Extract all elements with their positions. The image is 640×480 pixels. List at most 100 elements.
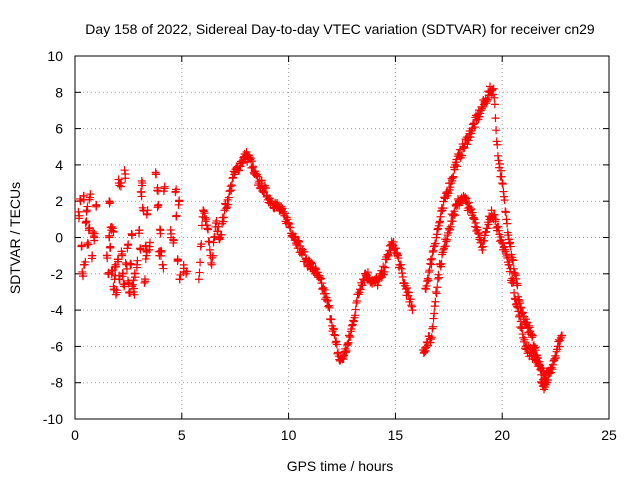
data-point xyxy=(509,256,518,265)
data-point xyxy=(462,194,471,203)
y-tick-label: 10 xyxy=(47,48,63,64)
data-point xyxy=(498,179,507,188)
axis-ticks: 0 5 10 15 20 25 -10 -8 -6 -4 -2 0 2 4 6 8 10 xyxy=(43,48,617,443)
data-point xyxy=(528,331,537,340)
data-point xyxy=(378,269,387,278)
data-point xyxy=(514,312,523,321)
data-point xyxy=(179,260,188,269)
data-point xyxy=(489,84,498,93)
data-point xyxy=(523,318,532,327)
data-point xyxy=(120,280,129,289)
data-point xyxy=(332,340,341,349)
data-point xyxy=(324,302,333,311)
data-point xyxy=(172,211,181,220)
data-point xyxy=(85,195,94,204)
data-point xyxy=(207,260,216,269)
data-point xyxy=(127,230,136,239)
data-point xyxy=(478,104,487,113)
data-point xyxy=(435,273,444,282)
data-point xyxy=(118,269,127,278)
data-point xyxy=(85,223,94,232)
data-point xyxy=(169,235,178,244)
data-point xyxy=(432,289,441,298)
data-point xyxy=(210,232,219,241)
data-point xyxy=(470,123,479,132)
data-point xyxy=(436,212,445,221)
data-point xyxy=(354,290,363,299)
data-point xyxy=(427,333,436,342)
data-point xyxy=(380,267,389,276)
x-tick-label: 0 xyxy=(71,427,79,443)
data-point xyxy=(429,246,438,255)
data-point xyxy=(226,186,235,195)
data-point xyxy=(518,322,527,331)
data-point xyxy=(491,114,500,123)
data-point xyxy=(425,266,434,275)
data-point xyxy=(505,260,514,269)
data-point xyxy=(351,311,360,320)
data-point xyxy=(506,238,515,247)
data-point xyxy=(424,268,433,277)
data-point xyxy=(476,106,485,115)
data-point xyxy=(282,213,291,222)
data-point xyxy=(112,288,121,297)
data-point xyxy=(291,232,300,241)
data-point xyxy=(157,246,166,255)
data-point xyxy=(389,237,398,246)
data-point xyxy=(433,225,442,234)
data-point xyxy=(249,162,258,171)
data-point xyxy=(356,285,365,294)
data-point xyxy=(334,348,343,357)
data-point xyxy=(482,99,491,108)
data-point xyxy=(494,226,503,235)
data-point xyxy=(494,222,503,231)
data-point xyxy=(204,237,213,246)
data-point xyxy=(515,311,524,320)
data-point xyxy=(329,325,338,334)
data-point xyxy=(159,264,168,273)
data-point xyxy=(204,225,213,234)
data-point xyxy=(341,348,350,357)
data-point xyxy=(348,321,357,330)
data-point xyxy=(500,196,509,205)
data-point xyxy=(433,274,442,283)
y-tick-label: 6 xyxy=(55,121,63,137)
data-point xyxy=(114,257,123,266)
data-point xyxy=(431,297,440,306)
data-point xyxy=(558,331,567,340)
data-point xyxy=(349,317,358,326)
data-point xyxy=(226,182,235,191)
data-point xyxy=(212,216,221,225)
data-point xyxy=(498,179,507,188)
data-point xyxy=(509,277,518,286)
data-point xyxy=(487,86,496,95)
data-point xyxy=(230,168,239,177)
data-point xyxy=(446,183,455,192)
data-point xyxy=(518,330,527,339)
data-point xyxy=(432,233,441,242)
data-point xyxy=(338,353,347,362)
data-point xyxy=(294,236,303,245)
data-point xyxy=(123,276,132,285)
data-point xyxy=(475,112,484,121)
data-point xyxy=(442,235,451,244)
data-point xyxy=(510,288,519,297)
data-point xyxy=(493,140,502,149)
data-point xyxy=(323,296,332,305)
data-point xyxy=(209,238,218,247)
data-point xyxy=(463,140,472,149)
data-point xyxy=(83,202,92,211)
data-point xyxy=(513,302,522,311)
data-point xyxy=(475,235,484,244)
y-tick-label: -2 xyxy=(51,266,64,282)
y-tick-label: 0 xyxy=(55,230,63,246)
data-point xyxy=(528,333,537,342)
data-point xyxy=(514,307,523,316)
x-axis-label: GPS time / hours xyxy=(287,458,394,474)
data-point xyxy=(286,223,295,232)
x-tick-label: 25 xyxy=(601,427,617,443)
series-1 xyxy=(194,147,417,365)
data-point xyxy=(471,218,480,227)
data-point xyxy=(74,214,83,223)
data-point xyxy=(423,274,432,283)
